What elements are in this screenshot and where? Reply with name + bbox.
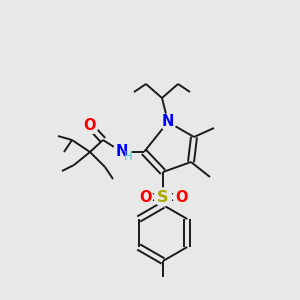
Circle shape xyxy=(160,114,176,130)
Text: N: N xyxy=(162,115,174,130)
Circle shape xyxy=(82,118,98,134)
Text: O: O xyxy=(175,190,187,205)
Circle shape xyxy=(113,143,131,161)
Circle shape xyxy=(173,189,189,205)
Text: H: H xyxy=(124,151,132,164)
Text: O: O xyxy=(139,190,151,205)
Circle shape xyxy=(154,188,172,206)
Text: S: S xyxy=(157,190,169,205)
Text: O: O xyxy=(84,118,96,134)
Text: N: N xyxy=(116,145,128,160)
Circle shape xyxy=(137,189,153,205)
